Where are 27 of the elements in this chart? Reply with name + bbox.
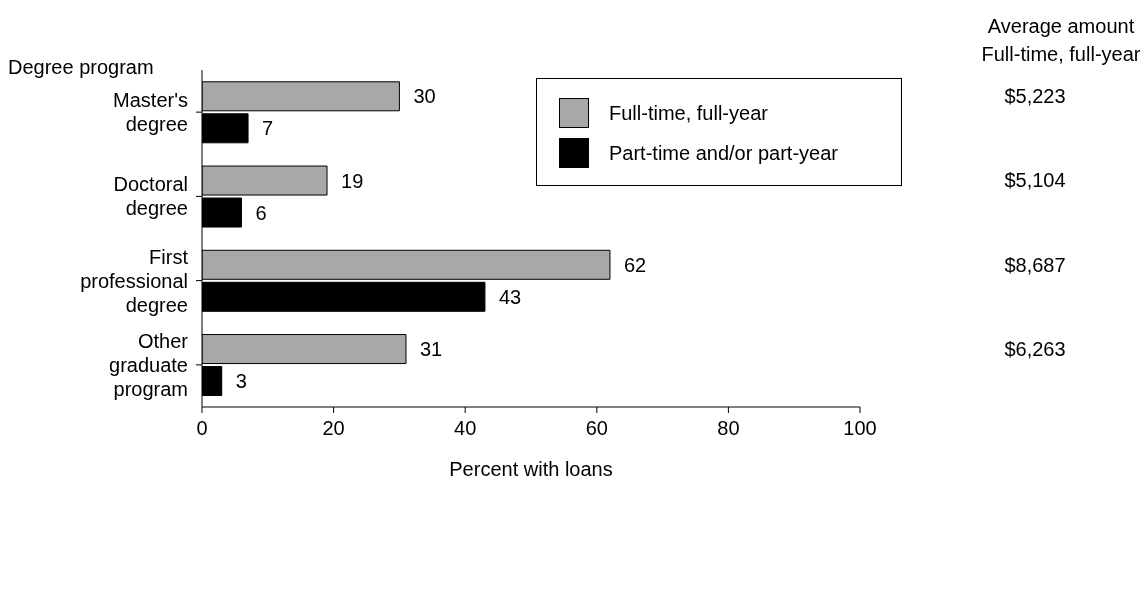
x-tick-label: 60 bbox=[585, 417, 608, 440]
x-tick-label: 0 bbox=[196, 417, 208, 440]
y-tick-label: First professional degree bbox=[80, 245, 189, 316]
legend-label: Part-time and/or part-year bbox=[609, 141, 838, 165]
data-label: 62 bbox=[623, 253, 647, 276]
text: $5,104 bbox=[1004, 169, 1066, 192]
data-label: 3 bbox=[235, 370, 247, 393]
x-tick-label: 20 bbox=[322, 417, 345, 440]
text: Average amount Full-time, full-year bbox=[980, 14, 1142, 67]
data-label: 31 bbox=[419, 338, 443, 361]
y-tick-label: Doctoral degree bbox=[113, 173, 188, 220]
data-label: 7 bbox=[262, 117, 274, 140]
x-tick-label: 80 bbox=[717, 417, 740, 440]
data-label: 6 bbox=[255, 201, 267, 224]
text: $5,223 bbox=[1004, 85, 1066, 108]
data-label: 30 bbox=[413, 85, 436, 108]
data-label: 19 bbox=[341, 169, 364, 192]
y-tick-label: Other graduate program bbox=[109, 329, 189, 400]
text: $6,263 bbox=[1004, 337, 1066, 360]
x-tick-label: 100 bbox=[843, 417, 877, 440]
x-axis-title: Percent with loans bbox=[449, 458, 613, 480]
y-axis-title: Degree program bbox=[8, 56, 154, 79]
text: $8,687 bbox=[1004, 253, 1066, 276]
legend-label: Full-time, full-year bbox=[609, 101, 768, 125]
x-tick-label: 40 bbox=[454, 417, 477, 440]
data-label: 43 bbox=[498, 285, 522, 308]
y-tick-label: Master's degree bbox=[113, 89, 188, 136]
